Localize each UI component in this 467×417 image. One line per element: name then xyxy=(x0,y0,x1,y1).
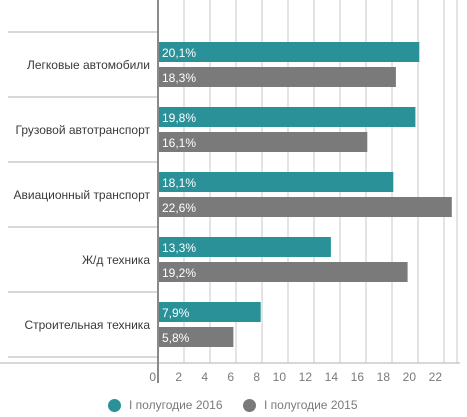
legend-swatch-2015 xyxy=(243,398,256,412)
x-tick-label: 0 xyxy=(149,370,156,384)
x-tick-label: 6 xyxy=(227,370,234,384)
bar-2015-3 xyxy=(158,262,408,282)
category-label: Грузовой автотранспорт xyxy=(15,122,150,137)
x-tick-label: 14 xyxy=(325,370,339,384)
x-tick-label: 20 xyxy=(403,370,417,384)
legend-item-2015: I полугодие 2015 xyxy=(243,397,358,413)
data-label: 7,9% xyxy=(162,306,190,320)
data-label: 18,3% xyxy=(162,71,196,85)
bar-chart: 20,1% 18,3% 19,8% 16,1% 18,1% 22,6% 13,3% 19,2%… xyxy=(0,0,460,384)
x-tick-label: 8 xyxy=(253,370,260,384)
legend: I полугодие 2016 I полугодие 2015 xyxy=(0,397,467,415)
data-label: 22,6% xyxy=(162,201,196,215)
category-label: Легковые автомобили xyxy=(26,57,150,72)
x-tick-label: 12 xyxy=(299,370,313,384)
legend-item-2016: I полугодие 2016 xyxy=(108,397,223,413)
x-tick-label: 2 xyxy=(175,370,182,384)
bar-2016-1 xyxy=(158,107,416,127)
data-label: 16,1% xyxy=(162,136,196,150)
category-label: Строительная техника xyxy=(24,317,150,332)
bar-2015-2 xyxy=(158,197,452,217)
bar-2016-0 xyxy=(158,42,420,62)
data-label: 19,2% xyxy=(162,266,196,280)
x-tick-label: 16 xyxy=(351,370,365,384)
bar-2015-1 xyxy=(158,132,368,152)
bar-2016-4 xyxy=(158,302,261,322)
bar-2015-0 xyxy=(158,67,396,87)
category-label: Авиационный транспорт xyxy=(13,187,150,202)
legend-label-2015: I полугодие 2015 xyxy=(264,398,358,412)
data-label: 5,8% xyxy=(162,331,190,345)
bar-2016-3 xyxy=(158,237,331,257)
bar-2016-2 xyxy=(158,172,394,192)
data-label: 18,1% xyxy=(162,176,196,190)
bar-2015-4 xyxy=(158,327,234,347)
category-label: Ж/д техника xyxy=(81,252,150,267)
legend-swatch-2016 xyxy=(108,398,121,412)
x-tick-label: 4 xyxy=(201,370,208,384)
data-label: 20,1% xyxy=(162,46,196,60)
x-tick-label: 22 xyxy=(429,370,443,384)
legend-label-2016: I полугодие 2016 xyxy=(129,398,223,412)
data-label: 13,3% xyxy=(162,241,196,255)
data-label: 19,8% xyxy=(162,111,196,125)
x-tick-label: 18 xyxy=(377,370,391,384)
x-tick-label: 10 xyxy=(273,370,287,384)
